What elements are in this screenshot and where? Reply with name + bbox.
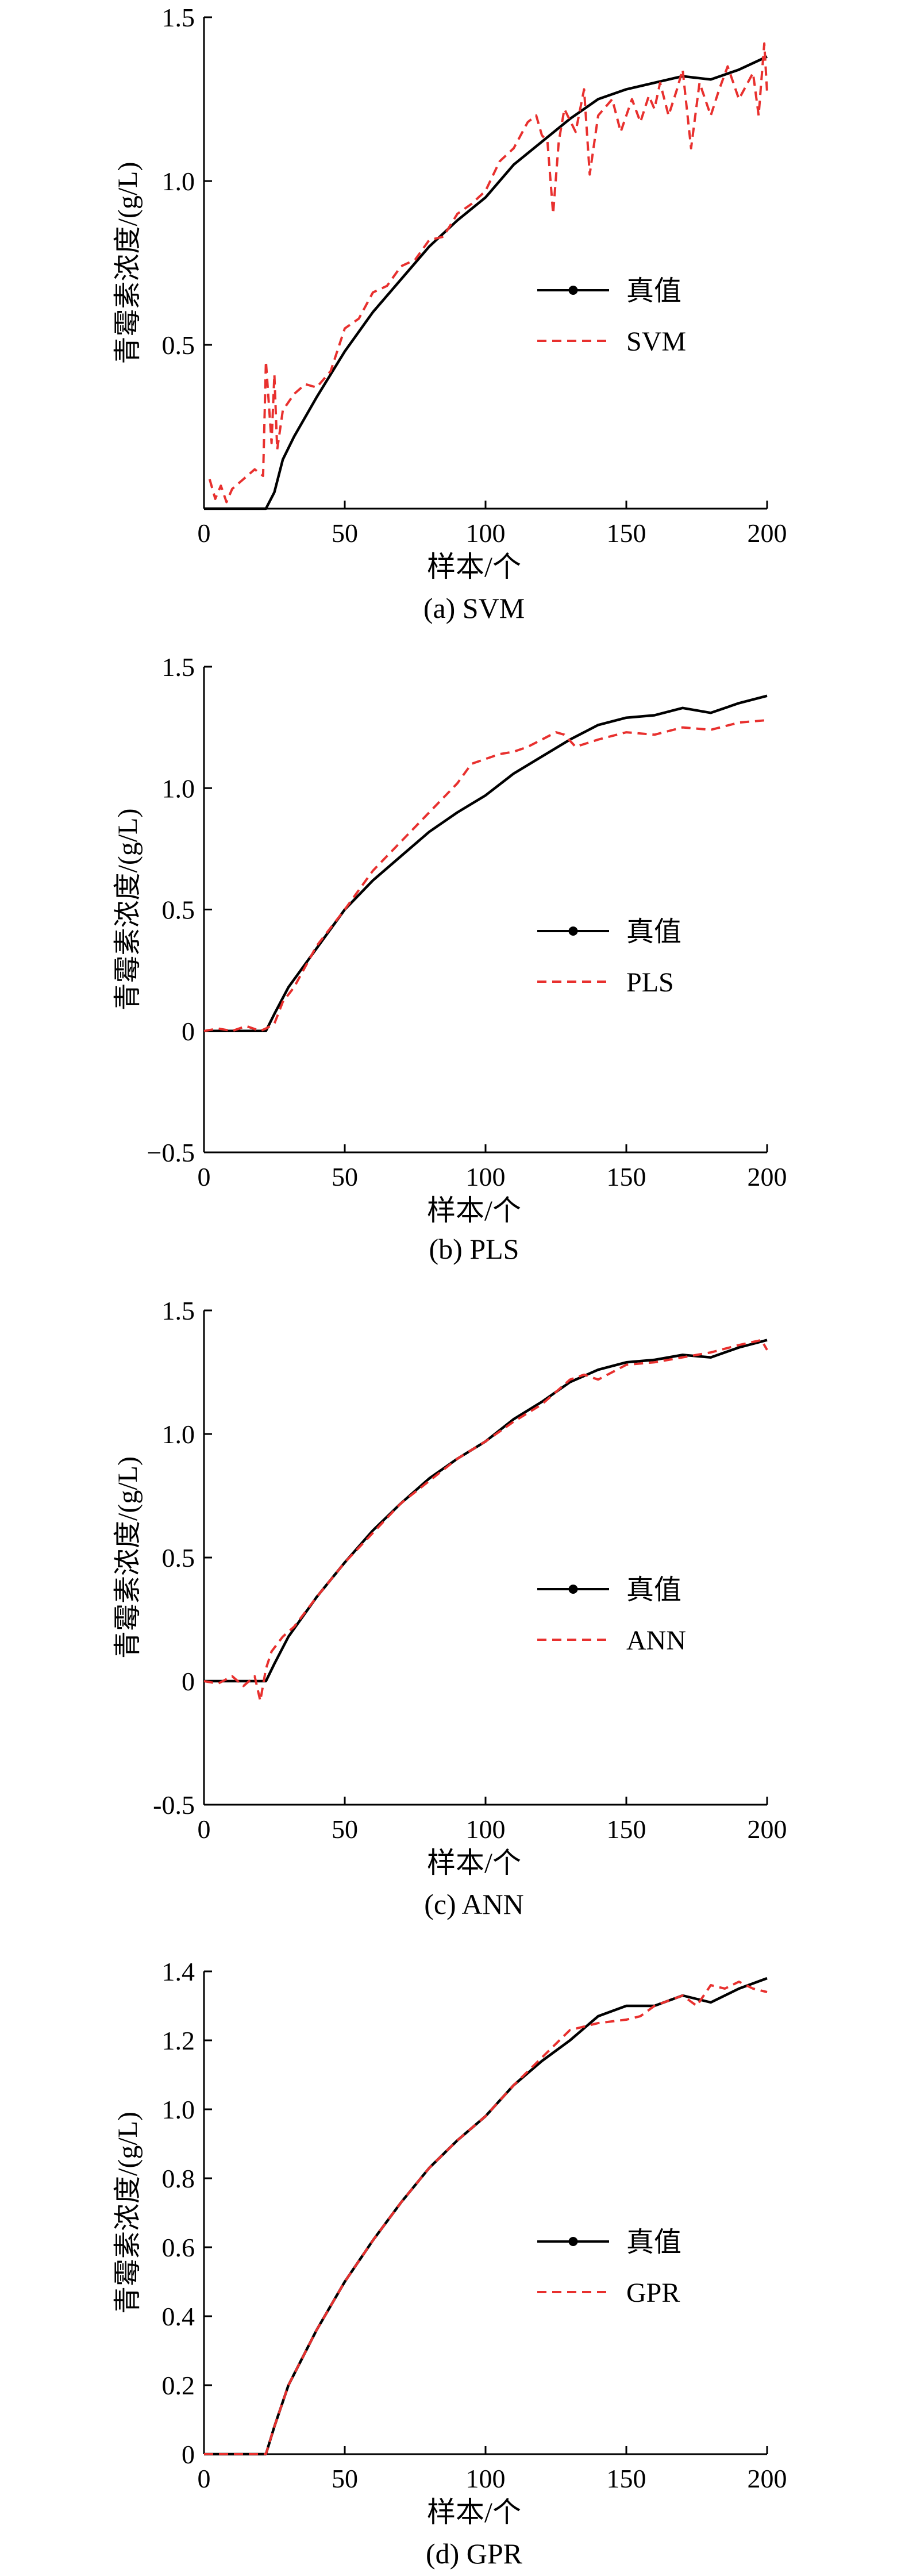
legend-label: 真值	[626, 917, 681, 947]
x-tick-label: 150	[607, 2464, 646, 2493]
y-tick-label: 0.2	[162, 2371, 195, 2400]
legend-label: GPR	[626, 2278, 680, 2308]
x-tick-label: 50	[332, 518, 358, 548]
legend-label: ANN	[626, 1625, 686, 1656]
y-tick-label: 0.5	[162, 895, 195, 925]
x-tick-label: 50	[332, 1162, 358, 1191]
y-axis-label: 青霉素浓度/(g/L)	[113, 2112, 143, 2314]
x-tick-label: 100	[466, 518, 506, 548]
chart-caption: (d) GPR	[426, 2537, 523, 2570]
series-line-true-value	[204, 694, 768, 1033]
series-line-prediction	[204, 1981, 768, 2455]
legend-marker	[568, 926, 578, 936]
legend-label: 真值	[626, 1575, 681, 1605]
legend-label: 真值	[626, 276, 681, 306]
x-tick-label: 0	[198, 1814, 211, 1844]
x-tick-label: 0	[198, 2464, 211, 2493]
y-tick-label: 1.0	[162, 2095, 195, 2124]
x-axis-label: 样本/个	[427, 1194, 521, 1227]
y-tick-label: 1.0	[162, 167, 195, 196]
y-tick-label: 1.2	[162, 2026, 195, 2055]
x-tick-label: 150	[607, 1814, 646, 1844]
x-tick-label: 200	[748, 518, 787, 548]
y-tick-label: 0	[182, 1667, 195, 1696]
y-tick-label: 1.5	[162, 3, 195, 32]
chart-panel-3: 0 50 100 150 200-0.500.51.01.5样本/个青霉素浓度/(g/L…	[113, 1296, 787, 1920]
legend-label: 真值	[626, 2227, 681, 2258]
chart-panel-1: 0 50 100 150 200 0.5 1.0 1.5 样本/个 青霉素浓度/(g/L) 真值 SV…	[113, 3, 787, 624]
x-tick-label: 200	[748, 2464, 787, 2493]
x-tick-label: 100	[466, 2464, 506, 2493]
y-tick-label: 1.5	[162, 1296, 195, 1325]
y-tick-label: 0.6	[162, 2233, 195, 2262]
y-tick-label: -0.5	[153, 1790, 195, 1820]
legend-label: PLS	[626, 967, 674, 998]
y-tick-label: 0.4	[162, 2302, 195, 2331]
y-tick-label: −0.5	[147, 1138, 195, 1167]
chart-caption: (b) PLS	[429, 1233, 519, 1265]
x-tick-label: 100	[466, 1814, 506, 1844]
series-line-prediction	[203, 1339, 768, 1702]
x-tick-label: 200	[748, 1814, 787, 1844]
x-tick-label: 50	[332, 1814, 358, 1844]
legend-marker	[568, 2237, 578, 2246]
y-axis-label: 青霉素浓度/(g/L)	[113, 809, 143, 1011]
x-axis-label: 样本/个	[427, 1847, 521, 1879]
x-tick-label: 150	[607, 1162, 646, 1191]
x-axis-label: 样本/个	[427, 2496, 521, 2528]
y-tick-label: 0.5	[162, 1543, 195, 1572]
series-line-true-value	[204, 55, 768, 510]
chart-caption: (c) ANN	[424, 1888, 524, 1920]
y-tick-label: 1.0	[162, 774, 195, 803]
legend-label: SVM	[626, 326, 686, 357]
y-tick-label: 1.5	[162, 652, 195, 682]
y-tick-label: 1.0	[162, 1420, 195, 1449]
y-tick-label: 0	[182, 2440, 195, 2469]
legend-marker	[568, 1585, 578, 1594]
y-axis-label: 青霉素浓度/(g/L)	[113, 1456, 143, 1659]
y-tick-label: 0.8	[162, 2164, 195, 2193]
x-tick-label: 0	[198, 1162, 211, 1191]
x-tick-label: 100	[466, 1162, 506, 1191]
chart-caption: (a) SVM	[423, 592, 525, 624]
series-line-prediction	[208, 42, 768, 503]
x-tick-label: 200	[748, 1162, 787, 1191]
chart-panel-4: 0 50 100 150 200 0 0.2 0.4 0.6 0.8 1.0 1.2 1.4 样本/个 青霉…	[113, 1957, 787, 2570]
x-tick-label: 50	[332, 2464, 358, 2493]
series-line-prediction	[203, 719, 768, 1032]
x-tick-label: 0	[198, 518, 211, 548]
y-tick-label: 0.5	[162, 330, 195, 360]
legend-marker	[568, 286, 578, 295]
x-tick-label: 150	[607, 518, 646, 548]
chart-panel-2: 0 50 100 150 200−0.500.51.01.5样本/个青霉素浓度/(g/L…	[113, 652, 787, 1265]
y-tick-label: 1.4	[162, 1957, 195, 1986]
x-axis-label: 样本/个	[427, 551, 521, 583]
y-axis-label: 青霉素浓度/(g/L)	[113, 162, 143, 364]
y-tick-label: 0	[182, 1017, 195, 1046]
